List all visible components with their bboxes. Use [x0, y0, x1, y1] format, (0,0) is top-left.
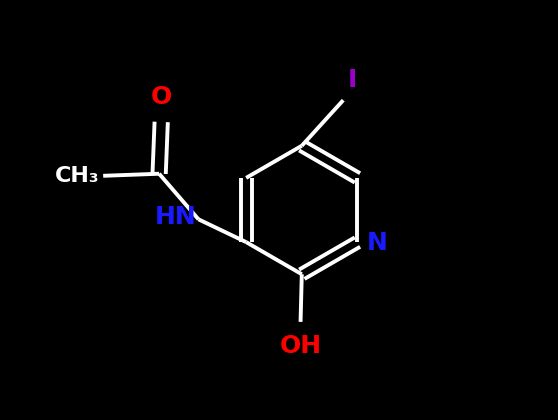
Text: HN: HN	[155, 205, 196, 229]
Text: CH₃: CH₃	[55, 166, 99, 186]
Text: O: O	[151, 86, 172, 110]
Text: I: I	[348, 68, 357, 92]
Text: N: N	[367, 231, 387, 255]
Text: OH: OH	[280, 334, 321, 358]
